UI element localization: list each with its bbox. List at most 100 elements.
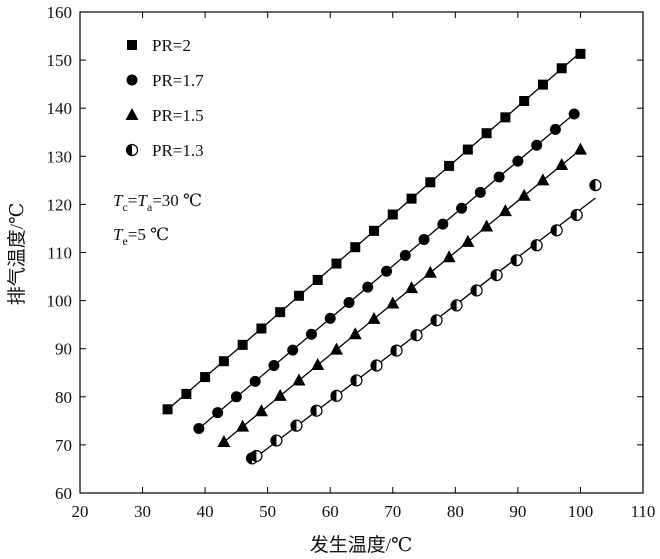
legend-label-2: PR=1.7 xyxy=(152,71,204,90)
series-4-point xyxy=(330,389,343,402)
y-tick-label: 100 xyxy=(47,292,73,311)
series-2-point xyxy=(362,281,374,293)
annotation-1: Tc=Ta=30 ℃ xyxy=(113,191,202,214)
series-4-point xyxy=(290,419,303,432)
series-1-point xyxy=(312,274,323,285)
series-4-point xyxy=(250,449,263,463)
series-2-point xyxy=(381,265,393,277)
series-3-point xyxy=(423,265,437,278)
series-4-point xyxy=(430,314,443,327)
series-4-point xyxy=(390,344,403,357)
series-4-point xyxy=(310,404,323,417)
annotation-2: Te=5 ℃ xyxy=(113,225,169,248)
legend-marker-2 xyxy=(126,74,138,86)
series-1-point xyxy=(369,225,380,236)
series-3-point xyxy=(311,358,325,371)
series-1-point xyxy=(444,160,455,171)
series-2-point xyxy=(549,123,561,135)
series-1-point xyxy=(200,372,211,383)
series-4-point xyxy=(589,179,602,192)
series-2 xyxy=(193,108,580,435)
x-tick-label: 100 xyxy=(568,502,594,521)
series-4-point xyxy=(350,374,363,387)
series-4-point xyxy=(270,434,283,447)
series-1-point xyxy=(181,388,192,399)
series-3-point xyxy=(217,435,231,448)
series-3-point xyxy=(292,373,306,386)
series-3-point xyxy=(442,250,456,263)
x-tick-label: 90 xyxy=(509,502,526,521)
legend-label-4: PR=1.3 xyxy=(152,141,204,160)
y-axis-ticks: 60 70 80 90 100 110 120 130 140 150 160 xyxy=(47,3,643,503)
series-2-point xyxy=(399,249,411,261)
series-3-point xyxy=(555,157,569,170)
series-1-point xyxy=(218,356,229,367)
series-4 xyxy=(245,179,602,465)
series-3-point xyxy=(348,327,362,340)
series-2-point xyxy=(249,375,261,387)
series-3-point xyxy=(236,419,250,432)
series-2-point xyxy=(324,312,336,324)
x-tick-label: 70 xyxy=(384,502,401,521)
x-tick-label: 40 xyxy=(197,502,214,521)
x-tick-label: 80 xyxy=(447,502,464,521)
legend-marker-4 xyxy=(125,143,139,157)
y-tick-label: 130 xyxy=(47,147,73,166)
series-2-point xyxy=(512,155,524,167)
x-tick-label: 20 xyxy=(72,502,89,521)
x-tick-label: 50 xyxy=(259,502,276,521)
y-axis-title: 排气温度/℃ xyxy=(6,203,28,306)
legend-label-1: PR=2 xyxy=(152,36,191,55)
y-tick-label: 150 xyxy=(47,51,73,70)
series-1-point xyxy=(500,112,511,123)
x-axis-ticks: 20 30 40 50 60 70 80 90 100 110 xyxy=(72,12,655,521)
series-3-point xyxy=(480,219,494,232)
series-1-point xyxy=(425,177,436,188)
y-tick-label: 60 xyxy=(55,484,72,503)
series-1-point xyxy=(293,290,304,301)
series-2-point xyxy=(193,423,205,435)
y-tick-label: 90 xyxy=(55,340,72,359)
series-2-point xyxy=(437,218,449,230)
series-4-point xyxy=(510,254,523,267)
series-3-point xyxy=(405,281,419,294)
series-3-point xyxy=(254,404,268,417)
series-4-point xyxy=(550,224,563,237)
series-2-point xyxy=(568,108,580,120)
legend: PR=2 PR=1.7 PR=1.5 PR=1.3 xyxy=(125,36,204,160)
y-tick-label: 110 xyxy=(47,244,72,263)
series-2-point xyxy=(456,202,468,214)
series-4-point xyxy=(490,269,503,282)
series-3-point xyxy=(367,311,381,324)
y-tick-label: 70 xyxy=(55,436,72,455)
series-2-point xyxy=(287,344,299,356)
series-1-point xyxy=(256,323,267,334)
y-tick-label: 140 xyxy=(47,99,73,118)
series-1-point xyxy=(575,48,586,59)
y-tick-label: 120 xyxy=(47,195,73,214)
series-1-point xyxy=(331,258,342,269)
series-1-point xyxy=(519,95,530,106)
series-1-point xyxy=(406,193,417,204)
x-tick-label: 30 xyxy=(134,502,151,521)
series-2-point xyxy=(230,391,242,403)
series-2-point xyxy=(305,328,317,340)
series-2-point xyxy=(212,407,224,419)
series-4-point xyxy=(570,208,583,222)
series-4-point xyxy=(450,299,463,312)
series-3-point xyxy=(536,173,550,186)
y-tick-label: 80 xyxy=(55,388,72,407)
series-3-point xyxy=(273,388,287,401)
series-4-point xyxy=(470,284,483,297)
series-1-point xyxy=(387,209,398,220)
series-3-point xyxy=(517,188,531,201)
series-4-point xyxy=(410,329,423,342)
series-3-point xyxy=(329,342,343,355)
series-3-point xyxy=(386,296,400,309)
series-3 xyxy=(217,142,587,448)
series-1-point xyxy=(237,339,248,350)
annotations: Tc=Ta=30 ℃ Te=5 ℃ xyxy=(113,191,202,248)
series-4-point xyxy=(370,359,383,372)
x-tick-label: 60 xyxy=(322,502,339,521)
